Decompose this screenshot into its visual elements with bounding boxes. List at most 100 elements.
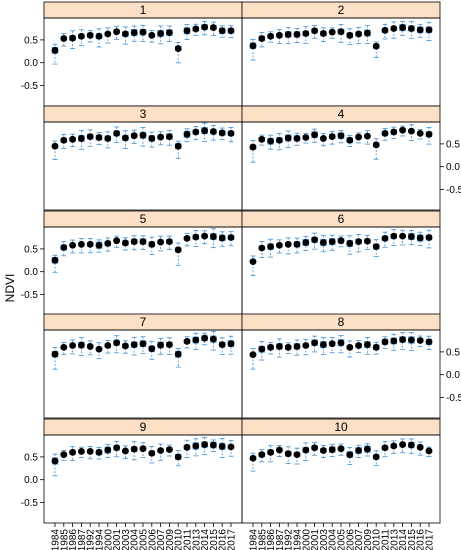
y-tick-label: 0.5 (24, 244, 38, 255)
median-point (372, 141, 380, 149)
median-point (293, 451, 301, 459)
median-point (372, 243, 380, 251)
median-point (210, 128, 217, 135)
median-point (218, 27, 226, 35)
median-point (399, 441, 406, 448)
median-point (174, 453, 182, 461)
x-tick-label: 2006 (345, 529, 356, 550)
median-point (425, 234, 433, 241)
median-point (148, 31, 156, 39)
median-point (284, 240, 292, 248)
median-point (122, 239, 129, 247)
median-point (51, 457, 59, 465)
median-point (381, 444, 389, 452)
median-point (139, 445, 147, 453)
median-point (249, 143, 257, 151)
median-point (95, 241, 103, 249)
median-point (104, 342, 112, 349)
median-point (346, 136, 354, 144)
median-point (130, 341, 138, 348)
median-point (381, 26, 389, 34)
median-point (408, 233, 415, 240)
median-point (148, 240, 156, 248)
median-point (408, 127, 415, 135)
median-point (86, 240, 94, 248)
median-point (157, 238, 165, 246)
panels-layer: 1 -0.5 0.0 0.5 2 3 4 -0.5 0.0 0.5 5 -0.5 0.0 0.5 6 7 8 -0… (21, 1, 461, 524)
median-point (284, 31, 292, 38)
panel-strip-label: 3 (140, 107, 147, 121)
median-point (166, 341, 173, 348)
y-tick-label: 0.0 (24, 58, 38, 69)
median-point (381, 338, 389, 346)
median-point (328, 340, 336, 348)
median-point (51, 350, 59, 358)
median-point (355, 342, 362, 349)
median-point (267, 343, 274, 351)
median-point (78, 240, 85, 248)
x-tick-label: 2015 (407, 529, 418, 550)
median-point (390, 442, 398, 450)
median-point (60, 244, 68, 251)
median-point (311, 27, 318, 35)
median-point (130, 238, 138, 245)
panel-strip-label: 2 (338, 3, 345, 17)
x-tick-label: 1986 (266, 529, 277, 550)
median-point (227, 129, 235, 137)
y-tick-label: -0.5 (446, 393, 461, 404)
y-tick-label: 0.5 (446, 139, 460, 150)
panel-4: 4 -0.5 0.0 0.5 (241, 105, 461, 211)
x-tick-label: 1985 (257, 529, 268, 550)
y-tick-label: -0.5 (21, 81, 39, 92)
x-tick-label: 1987 (77, 529, 88, 550)
median-point (399, 126, 406, 134)
y-tick-label: 0.0 (446, 162, 460, 173)
median-point (425, 26, 433, 34)
median-point (174, 350, 182, 358)
median-point (355, 133, 362, 141)
median-point (249, 258, 257, 266)
median-point (372, 343, 380, 351)
median-point (328, 133, 336, 140)
median-point (60, 343, 68, 351)
x-tick-label: 2017 (425, 529, 436, 550)
median-point (130, 29, 138, 36)
y-tick-label: 0.5 (446, 347, 460, 358)
panel-strip-label: 10 (334, 420, 348, 434)
panel-7: 7 (43, 313, 243, 419)
x-tick-label: 2011 (183, 529, 194, 550)
median-point (210, 24, 217, 31)
median-point (416, 129, 424, 137)
median-point (302, 30, 310, 37)
median-point (174, 142, 182, 150)
x-tick-label: 2000 (103, 529, 114, 550)
median-point (192, 25, 200, 33)
x-tick-label: 2005 (337, 529, 348, 550)
median-point (399, 336, 406, 343)
median-point (276, 446, 283, 454)
median-point (337, 132, 345, 140)
median-point (139, 28, 147, 36)
x-tick-label: 1992 (86, 529, 97, 550)
x-tick-label: 2013 (191, 529, 202, 550)
median-point (95, 345, 103, 353)
x-tick-label: 2001 (112, 529, 123, 550)
median-point (381, 234, 389, 242)
median-point (227, 443, 235, 451)
median-point (174, 45, 182, 52)
median-point (113, 339, 120, 347)
y-axis-label: NDVI (3, 274, 17, 303)
median-point (346, 31, 354, 39)
median-point (201, 23, 209, 31)
median-point (425, 338, 433, 346)
panel-9: 9 -0.5 0.0 0.5 (21, 418, 243, 524)
median-point (78, 341, 85, 349)
median-point (355, 447, 362, 454)
x-tick-label: 1985 (59, 529, 70, 550)
median-point (174, 246, 182, 254)
median-point (381, 129, 389, 137)
panel-frame (241, 121, 441, 211)
median-point (293, 343, 301, 350)
median-point (104, 30, 112, 38)
median-point (320, 135, 327, 142)
